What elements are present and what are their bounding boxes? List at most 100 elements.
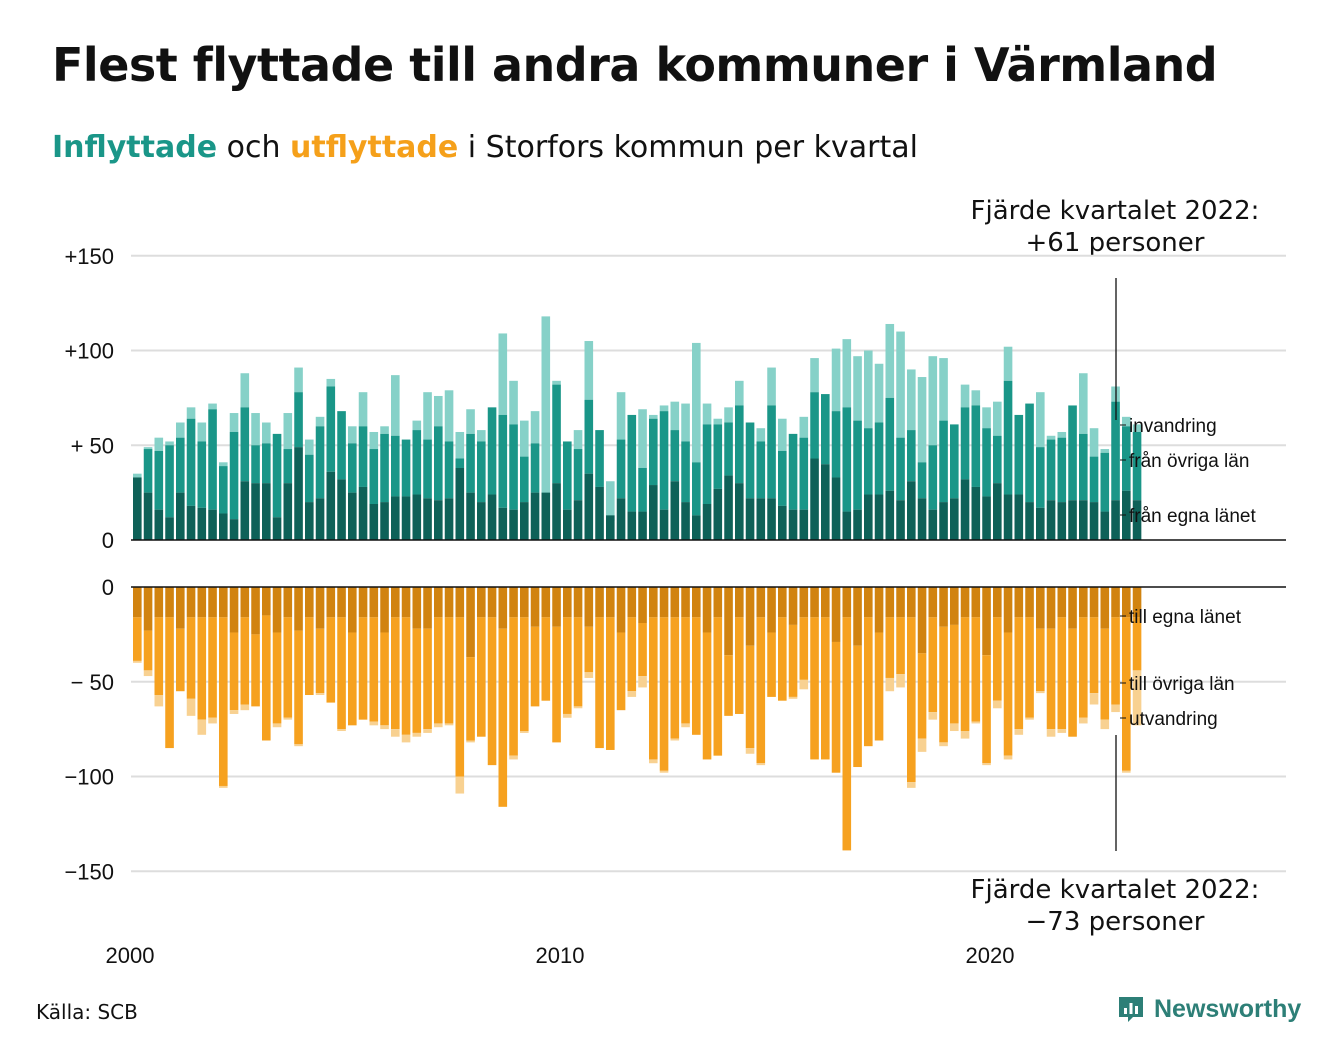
bar-out-other-counties: [842, 617, 852, 851]
bar-out-other-counties: [713, 617, 723, 756]
bar-in-other-counties: [896, 437, 905, 501]
bar-in-other-counties: [358, 426, 368, 487]
bar-in-immigration: [176, 422, 185, 438]
bar-out-other-counties: [692, 617, 701, 735]
bar-in-immigration: [1132, 424, 1142, 432]
bar-out-other-counties: [337, 617, 346, 730]
bar-in-other-counties: [219, 466, 228, 514]
bar-in-own-county: [606, 515, 615, 540]
bar-in-immigration: [1046, 435, 1056, 440]
bar-in-immigration: [971, 390, 981, 406]
bar-out-other-counties: [831, 641, 841, 773]
bar-in-immigration: [262, 422, 271, 444]
bar-out-other-counties: [229, 632, 239, 711]
bar-out-emigration: [520, 731, 529, 733]
bar-out-own-county: [1111, 587, 1120, 618]
bar-out-emigration: [627, 691, 637, 697]
bar-out-own-county: [584, 587, 594, 627]
bar-in-own-county: [423, 498, 432, 540]
bar-out-other-counties: [1089, 617, 1099, 694]
bar-out-other-counties: [466, 657, 475, 741]
bar-in-immigration: [477, 430, 486, 442]
bar-out-own-county: [745, 587, 755, 646]
bar-in-immigration: [466, 409, 475, 434]
bar-out-emigration: [573, 706, 583, 709]
bar-in-other-counties: [530, 443, 540, 493]
bar-in-immigration: [767, 367, 776, 406]
bar-out-emigration: [928, 712, 938, 720]
bar-in-other-counties: [659, 411, 669, 510]
bar-out-own-county: [272, 587, 282, 633]
bar-in-other-counties: [272, 433, 282, 518]
bar-out-emigration: [143, 670, 153, 677]
y-tick-label-top: 0: [102, 528, 114, 553]
bar-in-own-county: [401, 496, 411, 540]
bar-out-other-counties: [1025, 617, 1034, 718]
bar-in-other-counties: [1046, 439, 1056, 501]
bar-in-immigration: [584, 341, 594, 400]
bar-out-other-counties: [971, 617, 981, 722]
bar-out-own-county: [251, 587, 260, 635]
bar-in-other-counties: [262, 443, 271, 484]
bar-in-own-county: [369, 503, 379, 540]
bar-in-other-counties: [1057, 437, 1067, 503]
bar-in-own-county: [315, 498, 325, 540]
bar-in-immigration: [240, 373, 250, 408]
subtitle-inflyttade: Inflyttade: [52, 130, 218, 165]
bar-in-own-county: [670, 481, 680, 540]
bar-out-own-county: [186, 587, 196, 618]
bar-in-other-counties: [498, 414, 508, 508]
bar-in-immigration: [960, 384, 970, 408]
callout-bottom-line2: −73 personer: [1025, 907, 1205, 937]
newsworthy-logo: Newsworthy: [1116, 994, 1301, 1024]
bar-in-immigration: [143, 447, 153, 450]
bar-in-other-counties: [735, 405, 744, 484]
bar-out-own-county: [982, 587, 991, 656]
bar-in-other-counties: [143, 449, 153, 493]
bar-out-other-counties: [1036, 628, 1045, 692]
bar-out-own-county: [229, 587, 239, 633]
bar-out-emigration: [315, 693, 325, 696]
bar-out-own-county: [606, 587, 615, 618]
bar-out-emigration: [412, 732, 422, 737]
legend-label-top: från egna länet: [1129, 506, 1256, 527]
bar-out-other-counties: [778, 617, 787, 701]
y-tick-label-top: +100: [64, 339, 114, 364]
bar-out-other-counties: [982, 655, 991, 764]
bar-in-own-county: [713, 488, 723, 540]
bar-out-emigration: [799, 679, 809, 690]
bar-out-emigration: [896, 674, 905, 688]
bar-out-other-counties: [380, 632, 389, 726]
bar-out-other-counties: [939, 626, 948, 743]
bar-out-emigration: [401, 734, 411, 743]
bar-in-own-county: [616, 498, 626, 540]
bar-out-other-counties: [928, 617, 938, 713]
bar-out-other-counties: [358, 617, 368, 720]
bar-in-other-counties: [1068, 405, 1077, 501]
bar-in-immigration: [659, 405, 669, 412]
bar-out-other-counties: [616, 632, 626, 711]
y-tick-label-bottom: − 50: [71, 670, 114, 695]
bar-out-emigration: [208, 717, 217, 724]
bar-in-immigration: [917, 377, 927, 463]
bar-out-other-counties: [1003, 632, 1013, 756]
bar-out-own-county: [842, 587, 852, 618]
bar-in-other-counties: [466, 433, 475, 493]
bar-out-other-counties: [584, 626, 594, 673]
bar-out-other-counties: [326, 617, 336, 703]
bar-out-emigration: [907, 782, 916, 788]
bar-in-own-county: [885, 490, 895, 540]
bar-in-other-counties: [638, 467, 647, 512]
subtitle-och: och: [217, 130, 290, 165]
bar-in-own-county: [1057, 502, 1067, 540]
bar-out-own-county: [1079, 587, 1088, 618]
bar-out-emigration: [240, 704, 250, 711]
bar-out-other-counties: [391, 617, 400, 730]
bar-in-other-counties: [907, 430, 916, 482]
bar-out-own-county: [423, 587, 432, 629]
bar-in-immigration: [197, 422, 207, 442]
bar-in-other-counties: [283, 449, 293, 484]
bar-out-own-county: [176, 587, 185, 629]
bar-in-own-county: [133, 477, 142, 540]
newsworthy-chart-logo-icon: [1119, 997, 1143, 1022]
